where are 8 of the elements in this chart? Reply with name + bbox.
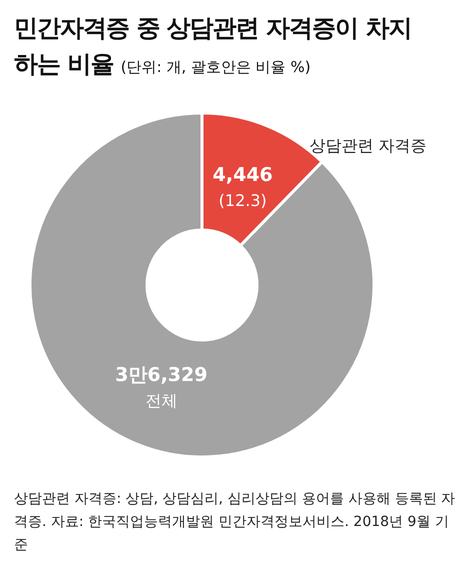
- donut-slice: [28, 112, 376, 458]
- slice-label: 상담관련 자격증: [309, 136, 426, 156]
- chart-subtitle: (단위: 개, 괄호안은 비율 %): [120, 58, 311, 76]
- text: 3만6,329: [115, 364, 208, 386]
- text: 상담관련 자격증: 상담, 상담심리, 심리상담의 용어를 사용해 등록된 자격증. 자료: 한국직업능력개발원 민간자격정보서비스. 2018년 9월 기준: [14, 490, 456, 555]
- slice-label: 전체: [145, 391, 178, 410]
- text: 4,446: [212, 164, 273, 186]
- data-label: (12.3): [218, 190, 267, 210]
